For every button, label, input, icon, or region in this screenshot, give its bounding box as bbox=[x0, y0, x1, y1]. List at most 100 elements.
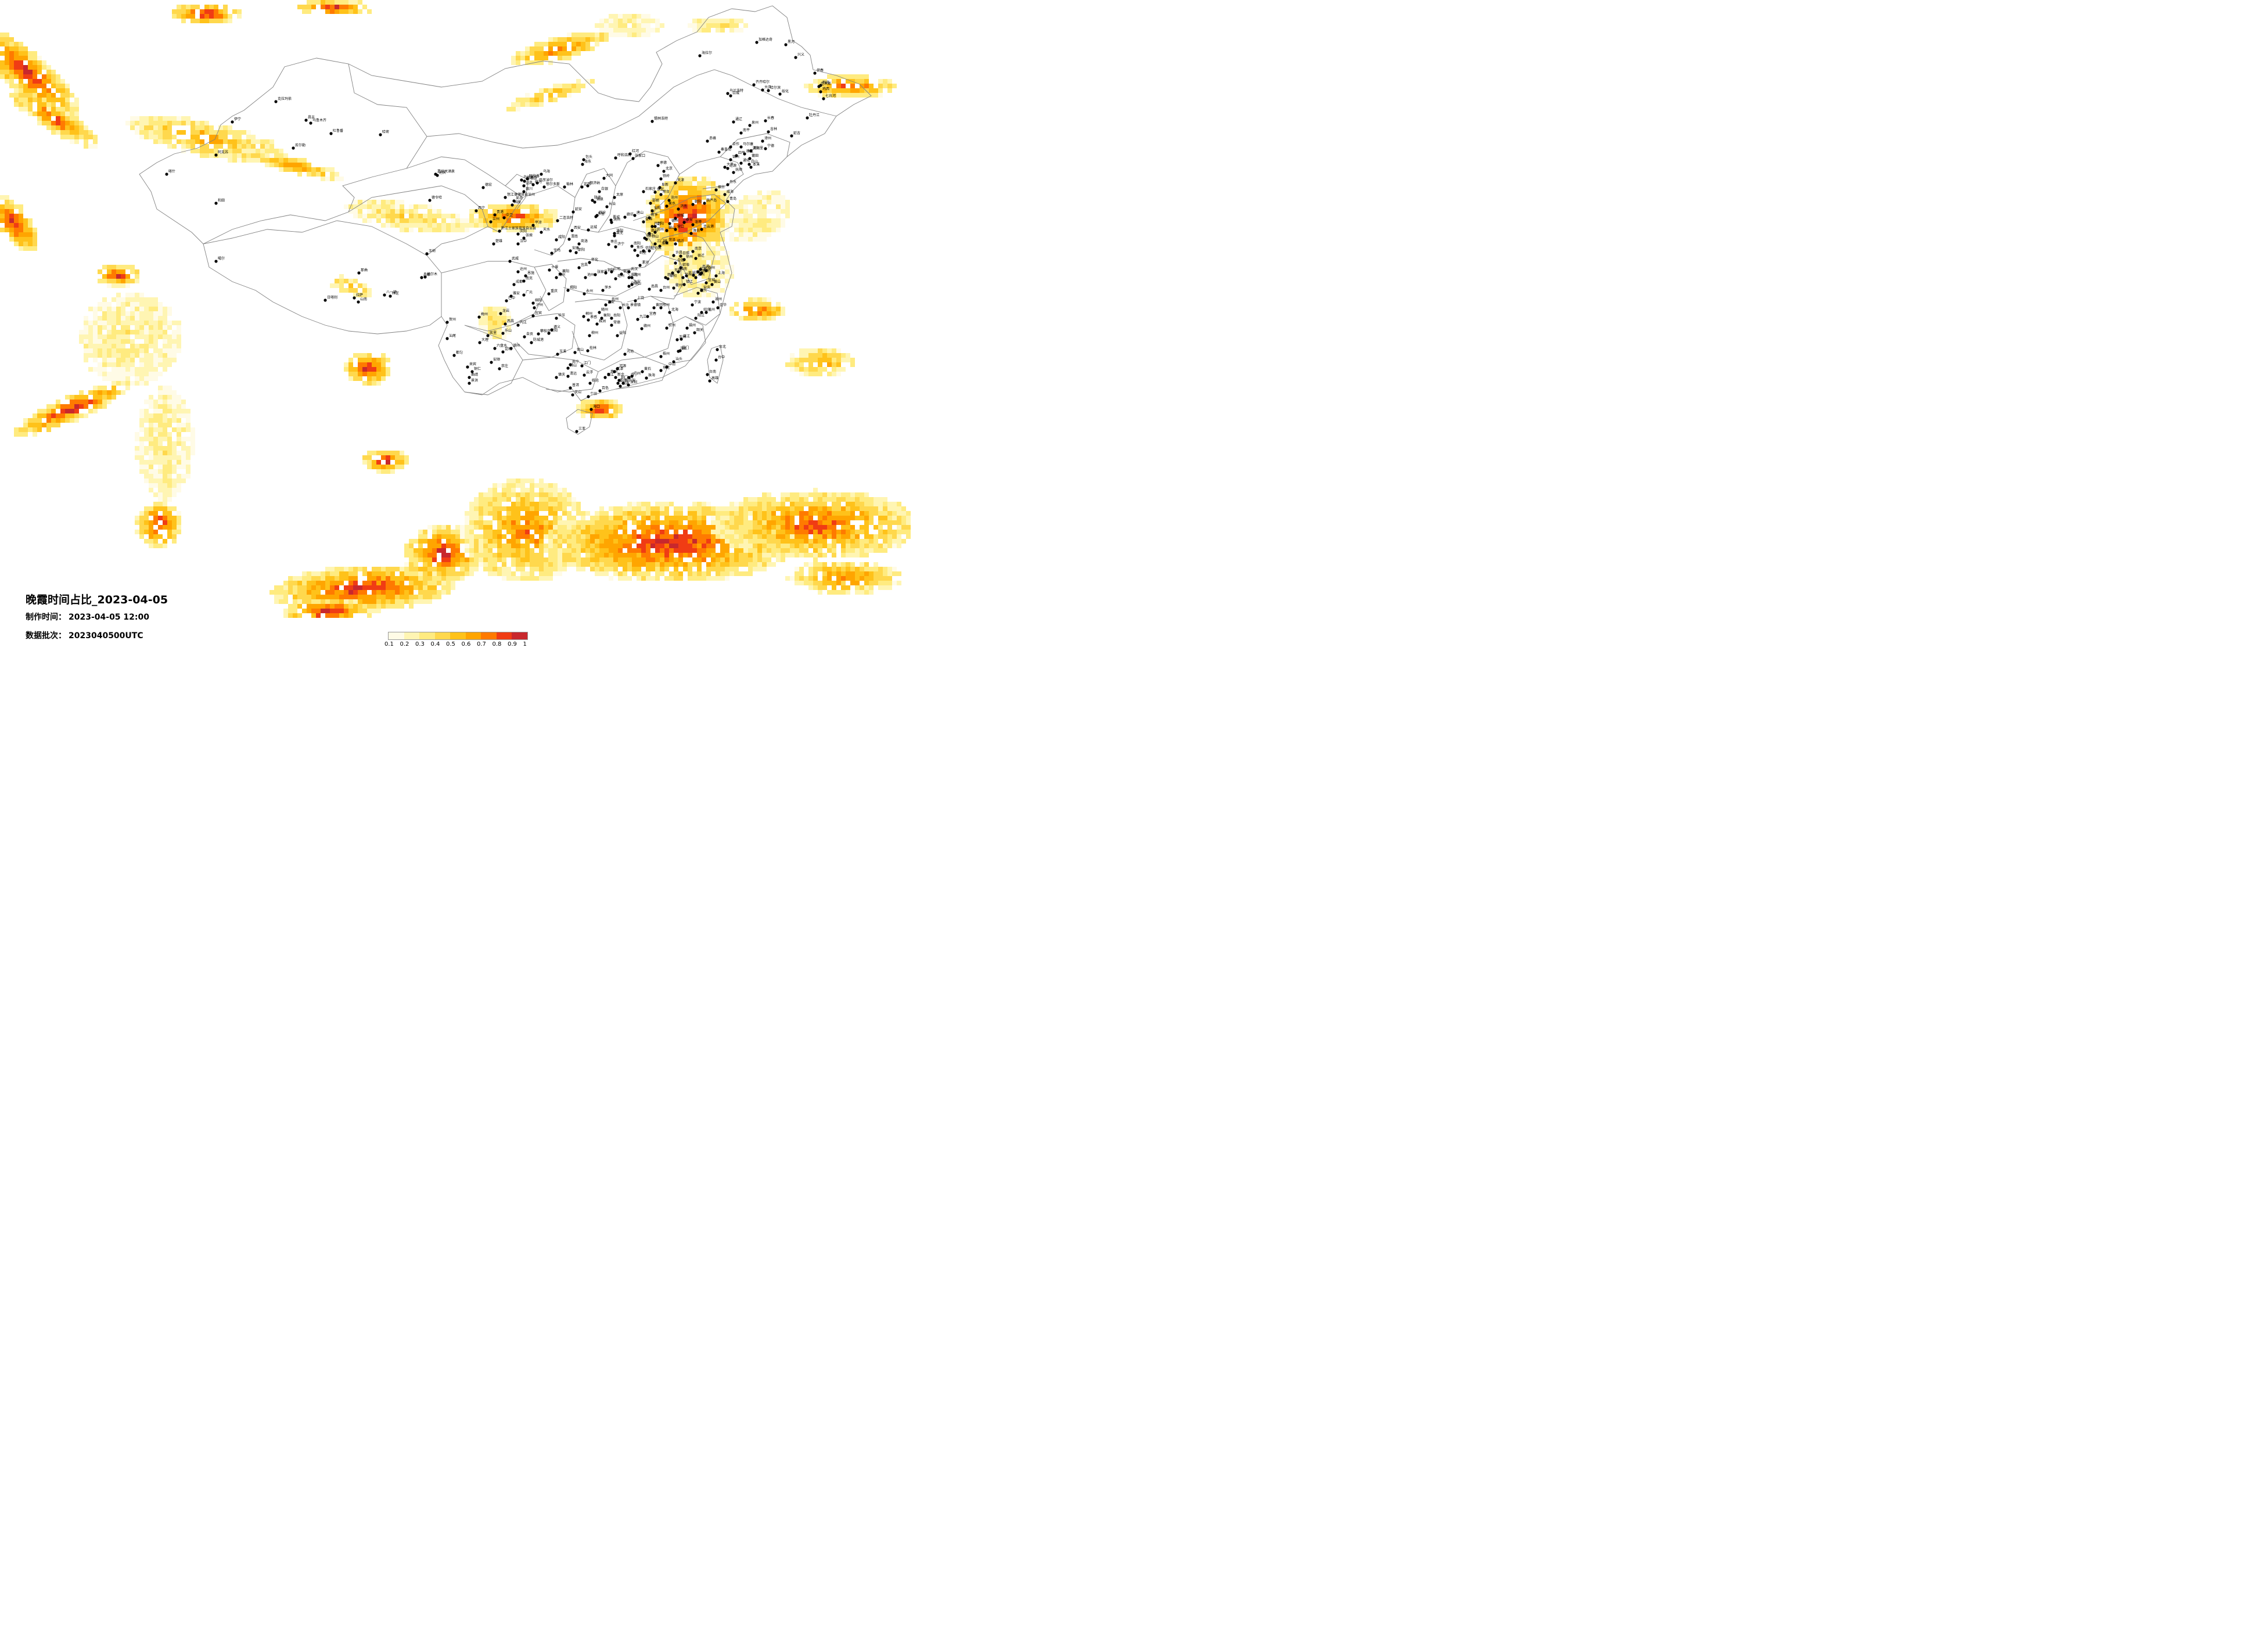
heat-cell bbox=[855, 530, 860, 534]
heat-cell bbox=[465, 223, 469, 228]
heat-cell bbox=[706, 562, 711, 567]
heat-cell bbox=[887, 585, 892, 590]
heat-cell bbox=[692, 232, 697, 237]
heat-cell bbox=[548, 497, 553, 502]
heat-cell bbox=[781, 307, 785, 311]
heat-cell bbox=[520, 204, 525, 209]
heat-cell bbox=[33, 60, 37, 65]
heat-cell bbox=[121, 265, 125, 269]
heat-cell bbox=[674, 279, 678, 283]
heat-cell bbox=[534, 553, 539, 557]
heat-cell bbox=[246, 144, 251, 149]
heat-cell bbox=[734, 520, 739, 525]
heat-cell bbox=[139, 353, 144, 358]
heat-cell bbox=[88, 409, 93, 413]
heat-cell bbox=[725, 576, 729, 581]
heat-cell bbox=[158, 386, 163, 390]
heat-cell bbox=[33, 237, 37, 242]
heat-cell bbox=[237, 135, 242, 139]
heat-cell bbox=[390, 218, 395, 223]
heat-cell bbox=[28, 60, 33, 65]
heat-cell bbox=[483, 520, 488, 525]
heat-cell bbox=[520, 557, 525, 562]
city-marker bbox=[672, 360, 675, 364]
heat-cell bbox=[5, 79, 9, 84]
heat-cell bbox=[683, 293, 688, 297]
heat-cell bbox=[455, 553, 460, 557]
heat-cell bbox=[232, 149, 237, 153]
heat-cell bbox=[414, 553, 418, 557]
heat-cell bbox=[455, 571, 460, 576]
heat-cell bbox=[516, 102, 520, 107]
city-label: 包头 bbox=[585, 154, 592, 159]
heat-cell bbox=[711, 525, 716, 530]
heat-cell bbox=[139, 135, 144, 139]
heat-cell bbox=[42, 79, 46, 84]
heat-cell bbox=[149, 135, 153, 139]
heat-cell bbox=[627, 502, 632, 506]
heat-cell bbox=[808, 362, 813, 367]
heat-cell bbox=[441, 576, 446, 581]
heat-cell bbox=[539, 539, 544, 544]
heat-cell bbox=[678, 534, 683, 539]
heat-cell bbox=[191, 121, 195, 125]
heat-cell bbox=[107, 372, 112, 376]
heat-cell bbox=[706, 534, 711, 539]
heat-cell bbox=[149, 330, 153, 334]
heat-cell bbox=[46, 88, 51, 93]
heat-cell bbox=[762, 195, 767, 200]
city-label: 鹤岗 bbox=[822, 80, 829, 85]
heat-cell bbox=[516, 525, 520, 530]
heat-cell bbox=[548, 51, 553, 56]
heat-cell bbox=[414, 539, 418, 544]
heat-cell bbox=[172, 525, 177, 530]
heat-cell bbox=[506, 544, 511, 548]
heat-cell bbox=[288, 609, 293, 613]
heat-cell bbox=[502, 214, 506, 218]
heat-cell bbox=[516, 506, 520, 511]
heat-cell bbox=[28, 84, 33, 88]
heat-cell bbox=[785, 520, 790, 525]
heat-cell bbox=[683, 246, 688, 251]
heat-cell bbox=[897, 525, 901, 530]
heat-cell bbox=[804, 84, 808, 88]
heat-cell bbox=[544, 544, 548, 548]
heat-cell bbox=[125, 265, 130, 269]
province-hubei bbox=[557, 258, 639, 297]
heat-cell bbox=[734, 302, 739, 307]
heat-cell bbox=[864, 534, 869, 539]
heat-cell bbox=[892, 511, 897, 516]
heat-cell bbox=[850, 74, 855, 79]
heat-cell bbox=[390, 214, 395, 218]
heat-cell bbox=[748, 553, 753, 557]
heat-cell bbox=[669, 251, 674, 256]
heat-cell bbox=[98, 321, 102, 325]
heat-cell bbox=[697, 283, 702, 288]
heat-cell bbox=[534, 562, 539, 567]
heat-cell bbox=[808, 353, 813, 358]
heat-cell bbox=[497, 534, 502, 539]
heat-cell bbox=[869, 576, 874, 581]
heat-cell bbox=[827, 372, 832, 376]
heat-cell bbox=[846, 93, 850, 98]
heat-cell bbox=[599, 28, 604, 33]
heat-cell bbox=[771, 530, 776, 534]
city-label: 林芝 bbox=[392, 291, 399, 296]
heat-cell bbox=[404, 585, 409, 590]
heat-cell bbox=[37, 111, 42, 116]
heat-cell bbox=[818, 497, 822, 502]
city-marker bbox=[674, 181, 677, 185]
heat-cell bbox=[613, 33, 618, 37]
heat-cell bbox=[409, 204, 414, 209]
heat-cell bbox=[316, 571, 321, 576]
heat-cell bbox=[623, 23, 627, 28]
city-label: 重庆 bbox=[551, 289, 558, 293]
heat-cell bbox=[372, 571, 376, 576]
heat-cell bbox=[771, 311, 776, 316]
heat-cell bbox=[93, 395, 98, 400]
heat-cell bbox=[427, 548, 432, 553]
heat-cell bbox=[711, 293, 716, 297]
heat-cell bbox=[9, 214, 14, 218]
heat-cell bbox=[534, 42, 539, 46]
heat-cell bbox=[702, 186, 706, 190]
